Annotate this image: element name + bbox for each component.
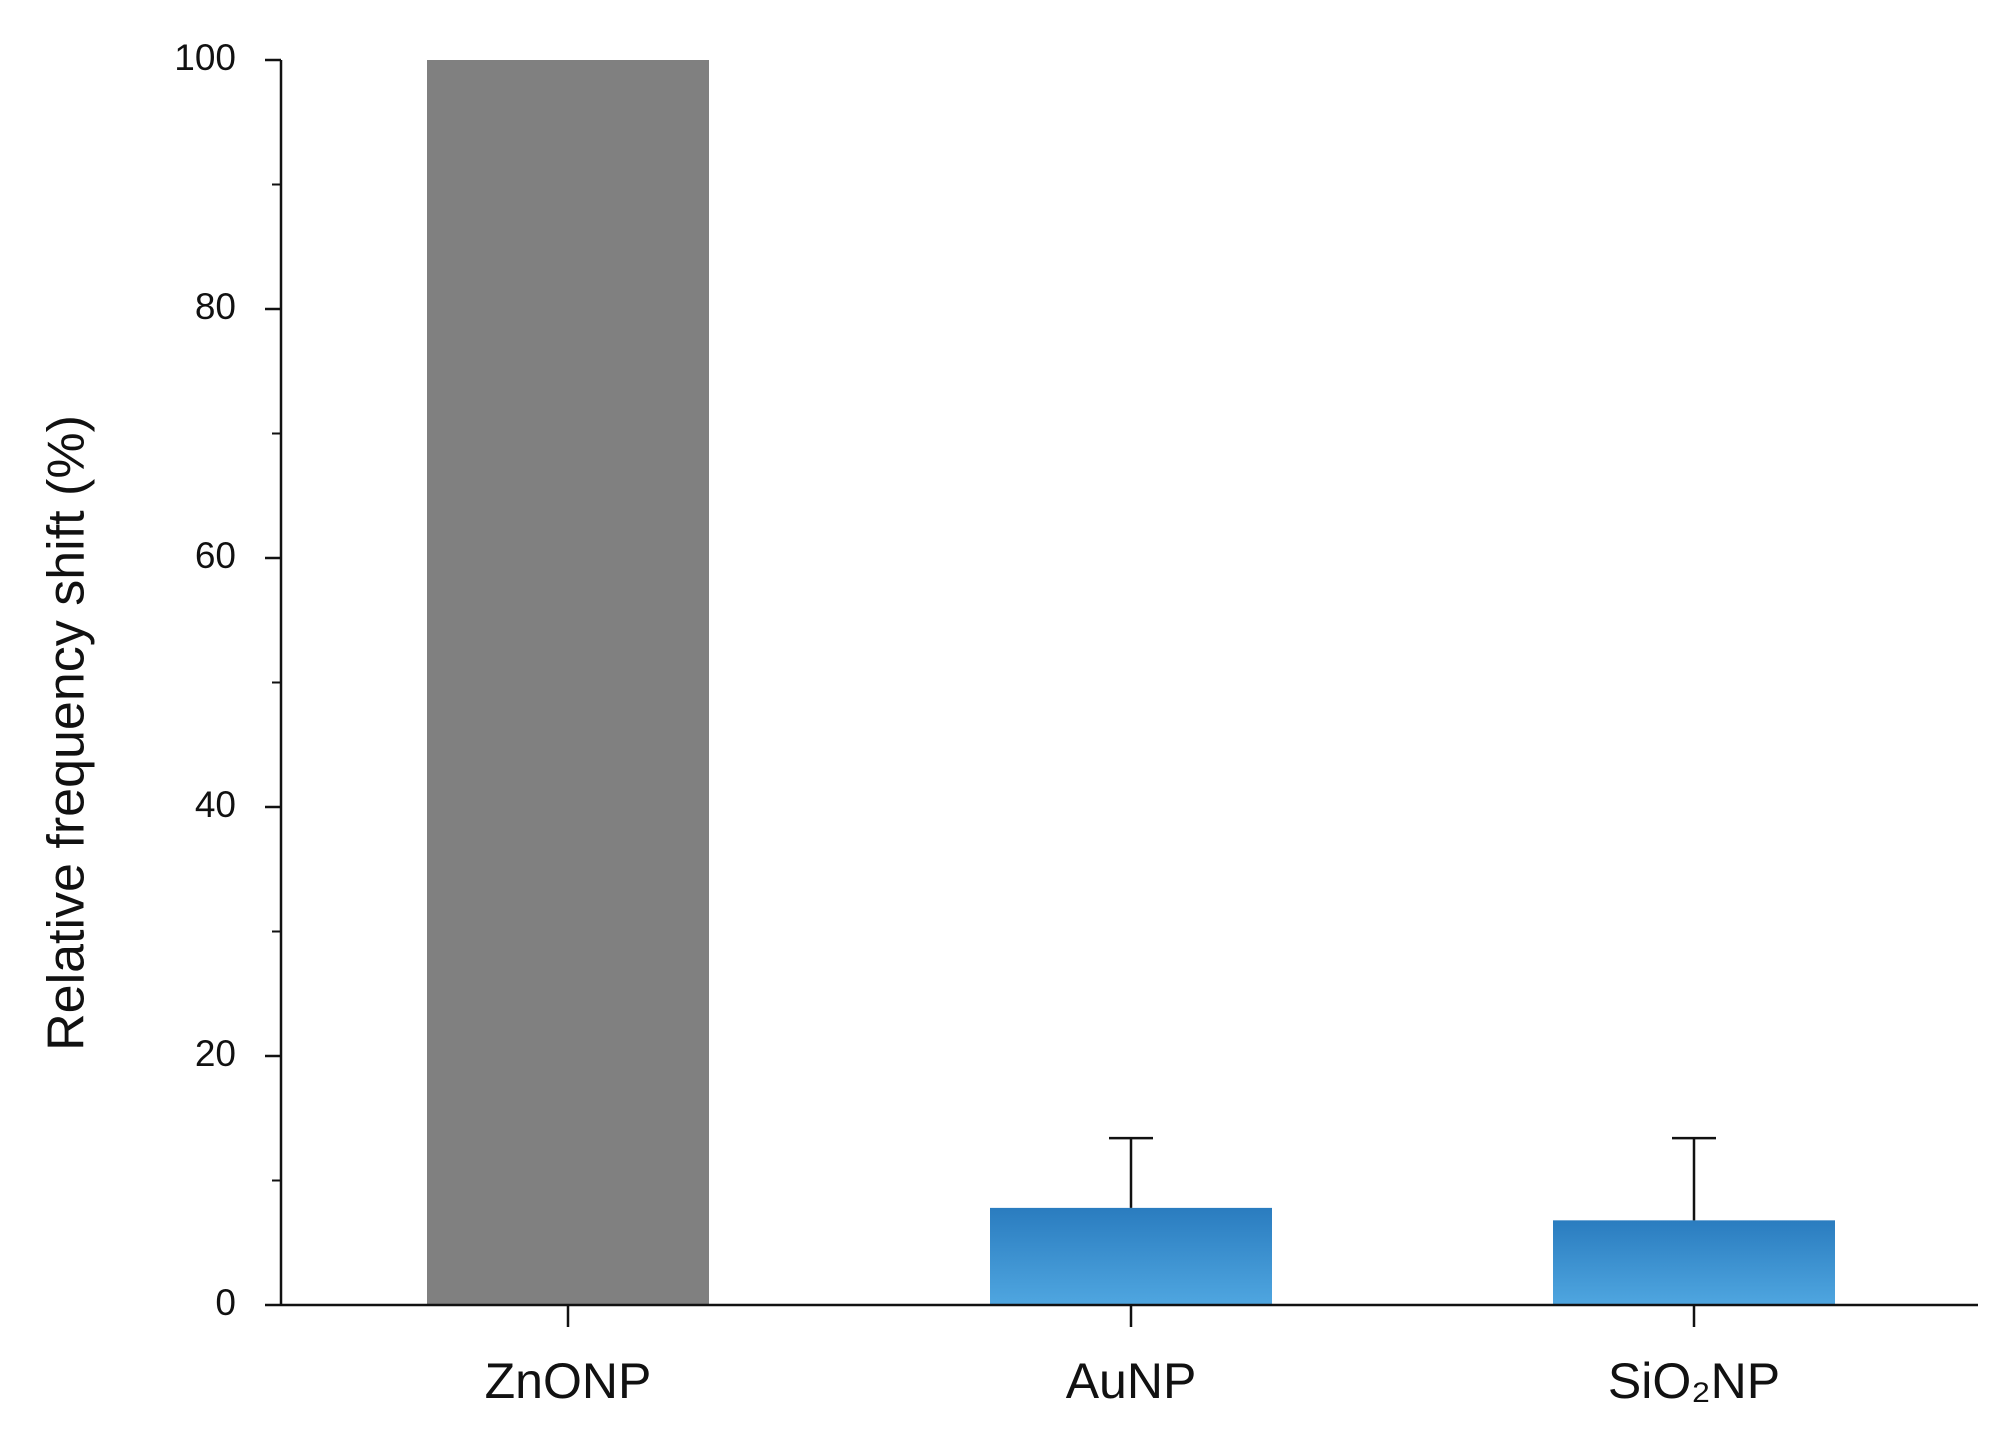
y-tick-label: 0 (215, 1282, 236, 1323)
y-axis-label: Relative frequency shift (%) (38, 415, 96, 1051)
y-tick-label: 40 (195, 784, 236, 825)
bar (1553, 1220, 1835, 1305)
x-tick-label: ZnONP (485, 1353, 652, 1409)
y-tick-label: 20 (195, 1033, 236, 1074)
y-tick-label: 100 (174, 37, 236, 78)
x-tick-label: AuNP (1066, 1353, 1197, 1409)
y-tick-label: 80 (195, 286, 236, 327)
bar (990, 1207, 1272, 1305)
x-tick-label: SiO₂NP (1608, 1353, 1780, 1409)
y-tick-label: 60 (195, 535, 236, 576)
bar (427, 60, 709, 1305)
